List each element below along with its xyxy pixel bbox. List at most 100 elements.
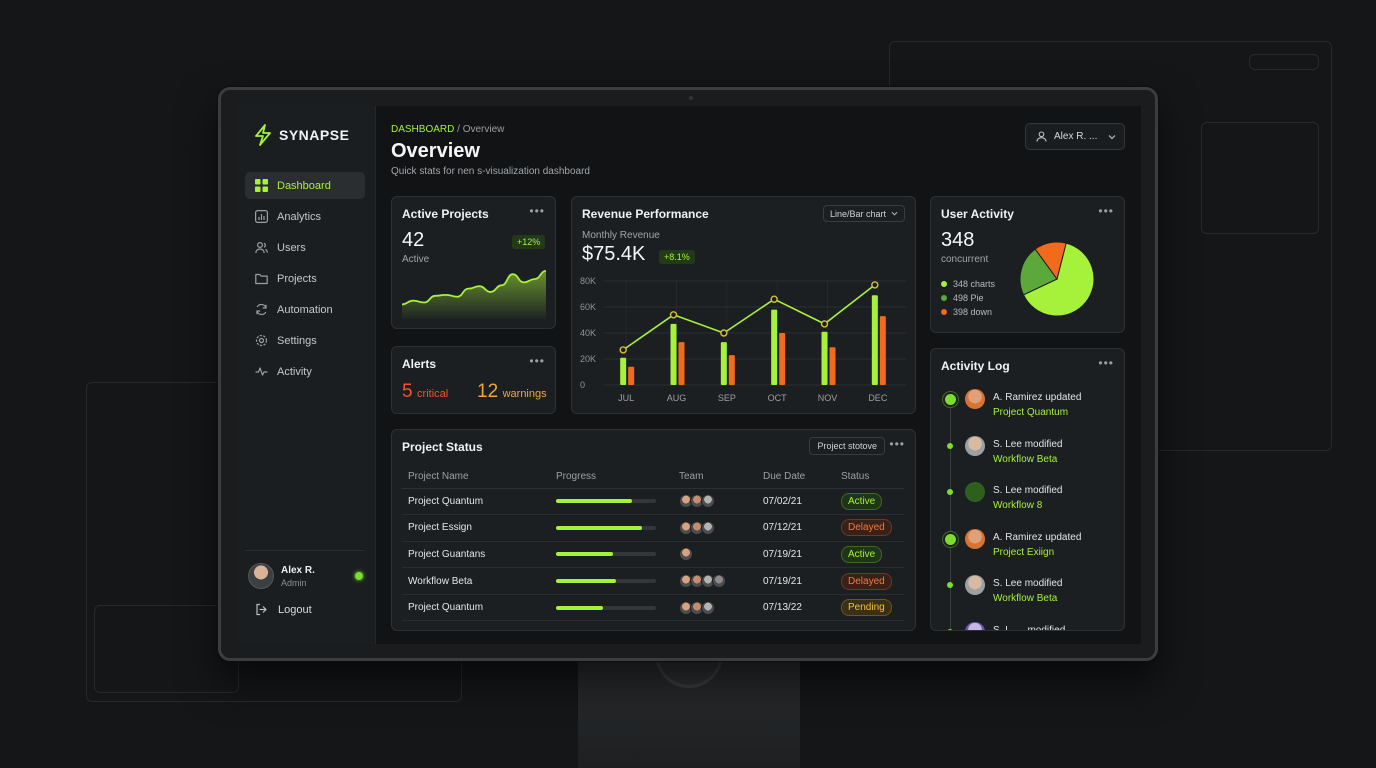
progress-fill: [556, 499, 632, 504]
due-date: 07/19/21: [757, 567, 835, 595]
activity-target[interactable]: Project Quantum: [993, 407, 1069, 418]
bar-secondary[interactable]: [628, 366, 635, 385]
progress-cell: [550, 541, 673, 569]
table-row[interactable]: Project Quantum 07/13/22 Pending: [402, 594, 904, 622]
activity-item[interactable]: S. L. ... modified: [941, 621, 1121, 630]
table-row[interactable]: Project Quantum 07/02/21 Active: [402, 488, 904, 516]
status-badge[interactable]: Active: [841, 492, 883, 510]
project-name[interactable]: Project Quantum: [402, 594, 550, 622]
progress-cell: [550, 594, 673, 622]
logout-button[interactable]: Logout: [255, 603, 312, 616]
trend-point[interactable]: [720, 329, 728, 337]
revenue-caption: Monthly Revenue: [582, 230, 660, 241]
activity-target[interactable]: Workflow Beta: [993, 593, 1058, 604]
sidebar-item-dashboard[interactable]: Dashboard: [245, 172, 365, 199]
activity-text: A. Ramirez updated Project Exiign: [993, 530, 1081, 560]
users-icon: [255, 241, 268, 254]
warning-count: 12: [477, 381, 499, 402]
bar-primary[interactable]: [821, 331, 828, 385]
bar-primary[interactable]: [620, 357, 627, 385]
chart-type-dropdown[interactable]: Line/Bar chart: [822, 205, 905, 222]
delta-badge: +8.1%: [659, 250, 695, 264]
status-badge[interactable]: Delayed: [841, 519, 892, 537]
activity-item[interactable]: S. Lee modified Workflow 8: [941, 482, 1121, 522]
activity-target[interactable]: Project Exiign: [993, 546, 1055, 558]
active-projects-card: Active Projects ••• 42 Active +12%: [391, 196, 556, 329]
pulse-icon: [255, 367, 268, 376]
card-title: Revenue Performance: [582, 207, 709, 221]
user-menu-button[interactable]: Alex R. ...: [1025, 123, 1125, 150]
project-name[interactable]: Project Quantum: [402, 488, 550, 516]
sidebar-item-projects[interactable]: Projects: [245, 265, 365, 292]
trend-point[interactable]: [619, 346, 627, 354]
activity-item[interactable]: A. Ramirez updated Project Exiign: [941, 528, 1121, 569]
col-due-date[interactable]: Due Date: [757, 466, 835, 489]
table-row[interactable]: Project Essign 07/12/21 Delayed: [402, 514, 904, 542]
status-badge[interactable]: Pending: [841, 599, 892, 617]
x-tick-label: JUL: [618, 393, 634, 403]
sidebar-item-automation[interactable]: Automation: [245, 296, 365, 323]
project-name[interactable]: Project Guantans: [402, 541, 550, 569]
project-name[interactable]: Project Essign: [402, 514, 550, 542]
pie-slice[interactable]: [1034, 241, 1067, 281]
more-icon[interactable]: •••: [1098, 356, 1114, 370]
project-filter-button[interactable]: Project stotove: [809, 437, 885, 455]
project-name[interactable]: Workflow Beta: [402, 567, 550, 595]
bolt-logo-icon: [255, 124, 271, 146]
bar-secondary[interactable]: [879, 316, 886, 385]
breadcrumb-dashboard[interactable]: DASHBOARD: [391, 124, 455, 135]
more-icon[interactable]: •••: [889, 437, 905, 451]
user-activity-card: User Activity ••• 348 concurrent 348 cha…: [930, 196, 1125, 333]
brand-logo[interactable]: SYNAPSE: [253, 124, 349, 146]
activity-item[interactable]: A. Ramirez updated Project Quantum: [941, 389, 1121, 429]
activity-target[interactable]: Workflow 8: [993, 500, 1043, 511]
activity-actor: S. Lee modified: [993, 438, 1063, 450]
bar-primary[interactable]: [871, 295, 878, 385]
timeline-node: [947, 489, 953, 495]
col-status[interactable]: Status: [835, 466, 904, 489]
table-row[interactable]: Project Guantans 07/19/21 Active: [402, 541, 904, 569]
activity-item[interactable]: S. Lee modified Workflow Beta: [941, 435, 1121, 476]
col-progress[interactable]: Progress: [550, 466, 673, 489]
sidebar-item-analytics[interactable]: Analytics: [245, 203, 365, 230]
table-row[interactable]: Workflow Beta 07/19/21 Delayed: [402, 567, 904, 595]
pie-slice[interactable]: [1019, 248, 1058, 296]
bar-primary[interactable]: [720, 342, 727, 385]
sidebar-item-activity[interactable]: Activity: [245, 358, 365, 385]
progress-cell: [550, 488, 673, 516]
bar-secondary[interactable]: [829, 347, 836, 385]
more-icon[interactable]: •••: [529, 354, 545, 368]
sidebar-user[interactable]: Alex R. Admin: [248, 561, 363, 591]
team-cell: [673, 514, 757, 542]
activity-item[interactable]: S. Lee modified Workflow Beta: [941, 575, 1121, 615]
trend-point[interactable]: [871, 281, 879, 289]
activity-target[interactable]: Workflow Beta: [993, 453, 1058, 465]
trend-point[interactable]: [820, 320, 829, 328]
bar-secondary[interactable]: [779, 333, 786, 385]
critical-alerts[interactable]: 5 critical: [402, 381, 448, 403]
team-cell: [673, 567, 757, 595]
sidebar-item-label: Settings: [277, 334, 317, 347]
x-tick-label: OCT: [768, 393, 788, 403]
sidebar-item-settings[interactable]: Settings: [245, 327, 365, 354]
sidebar-item-users[interactable]: Users: [245, 234, 365, 261]
more-icon[interactable]: •••: [1098, 204, 1114, 218]
user-role: Admin: [281, 577, 307, 588]
pie-slice[interactable]: [1022, 242, 1095, 317]
col-project-name[interactable]: Project Name: [402, 466, 550, 489]
project-status-card: Project Status Project stotove ••• Proje…: [391, 429, 916, 631]
trend-point[interactable]: [669, 311, 678, 319]
bar-secondary[interactable]: [728, 355, 735, 385]
trend-point[interactable]: [770, 295, 778, 303]
status-badge[interactable]: Active: [841, 545, 883, 563]
bar-secondary[interactable]: [678, 342, 685, 385]
bar-primary[interactable]: [670, 323, 677, 385]
chevron-down-icon: [1108, 134, 1116, 139]
x-tick-label: SEP: [718, 393, 736, 403]
status-badge[interactable]: Delayed: [841, 572, 892, 590]
bar-primary[interactable]: [771, 309, 778, 385]
col-team[interactable]: Team: [673, 466, 757, 489]
more-icon[interactable]: •••: [529, 204, 545, 218]
y-tick-label: 40K: [580, 328, 596, 338]
warning-alerts[interactable]: 12 warnings: [477, 381, 547, 403]
